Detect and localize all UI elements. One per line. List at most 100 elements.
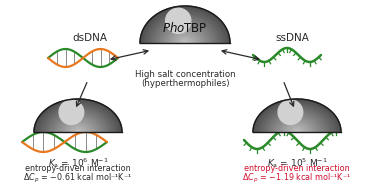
Polygon shape xyxy=(159,22,211,43)
Polygon shape xyxy=(161,24,209,43)
Polygon shape xyxy=(151,15,219,43)
Polygon shape xyxy=(184,42,186,43)
Polygon shape xyxy=(275,115,319,132)
Polygon shape xyxy=(76,130,80,132)
Polygon shape xyxy=(272,113,322,132)
Polygon shape xyxy=(167,28,203,43)
Polygon shape xyxy=(294,129,300,132)
Polygon shape xyxy=(66,123,90,132)
Polygon shape xyxy=(152,16,218,43)
Polygon shape xyxy=(268,111,326,132)
Text: entropy-driven interaction: entropy-driven interaction xyxy=(244,164,350,173)
Polygon shape xyxy=(155,18,215,43)
Polygon shape xyxy=(170,31,200,43)
Polygon shape xyxy=(34,99,122,132)
Text: dsDNA: dsDNA xyxy=(73,33,108,43)
Polygon shape xyxy=(182,40,188,43)
Polygon shape xyxy=(51,112,104,132)
Polygon shape xyxy=(293,129,302,132)
Polygon shape xyxy=(165,26,205,43)
Polygon shape xyxy=(288,125,306,132)
Polygon shape xyxy=(277,117,317,132)
Polygon shape xyxy=(146,11,224,43)
Polygon shape xyxy=(57,116,99,132)
Polygon shape xyxy=(166,27,204,43)
Text: $\Delta$$\mathit{C}$$_p$ = −0.61 kcal mol⁻¹K⁻¹: $\Delta$$\mathit{C}$$_p$ = −0.61 kcal mo… xyxy=(23,172,132,185)
Polygon shape xyxy=(67,124,89,132)
Polygon shape xyxy=(164,26,206,43)
Polygon shape xyxy=(56,115,100,132)
Polygon shape xyxy=(285,123,309,132)
Polygon shape xyxy=(162,25,208,43)
Polygon shape xyxy=(282,120,312,132)
Polygon shape xyxy=(50,111,107,132)
Polygon shape xyxy=(276,116,318,132)
Polygon shape xyxy=(292,128,303,132)
Polygon shape xyxy=(71,127,85,132)
Polygon shape xyxy=(147,12,223,43)
Polygon shape xyxy=(296,131,298,132)
Polygon shape xyxy=(69,125,87,132)
Polygon shape xyxy=(58,117,98,132)
Polygon shape xyxy=(266,109,328,132)
Polygon shape xyxy=(144,9,226,43)
Polygon shape xyxy=(263,106,331,132)
Polygon shape xyxy=(47,109,109,132)
Polygon shape xyxy=(63,120,93,132)
Polygon shape xyxy=(50,111,105,132)
Text: $\Delta$$\mathit{C}$$_p$ = −1.19 kcal mol⁻¹K⁻¹: $\Delta$$\mathit{C}$$_p$ = −1.19 kcal mo… xyxy=(242,172,352,185)
Polygon shape xyxy=(156,19,214,43)
Polygon shape xyxy=(149,13,221,43)
Polygon shape xyxy=(55,115,101,132)
Circle shape xyxy=(278,100,303,125)
Polygon shape xyxy=(274,115,320,132)
Polygon shape xyxy=(175,35,195,43)
Polygon shape xyxy=(172,32,198,43)
Polygon shape xyxy=(43,106,113,132)
Polygon shape xyxy=(148,12,222,43)
Polygon shape xyxy=(267,110,327,132)
Polygon shape xyxy=(68,125,88,132)
Polygon shape xyxy=(261,105,333,132)
Polygon shape xyxy=(157,20,213,43)
Polygon shape xyxy=(265,108,329,132)
Polygon shape xyxy=(258,102,337,132)
Polygon shape xyxy=(273,114,321,132)
Polygon shape xyxy=(284,122,310,132)
Polygon shape xyxy=(259,103,336,132)
Text: ssDNA: ssDNA xyxy=(275,33,309,43)
Polygon shape xyxy=(48,110,108,132)
Polygon shape xyxy=(74,129,83,132)
Polygon shape xyxy=(283,121,311,132)
Polygon shape xyxy=(140,6,230,43)
Polygon shape xyxy=(141,7,229,43)
Polygon shape xyxy=(46,108,110,132)
Polygon shape xyxy=(174,34,196,43)
Polygon shape xyxy=(290,127,304,132)
Polygon shape xyxy=(260,104,334,132)
Polygon shape xyxy=(280,120,313,132)
Polygon shape xyxy=(173,33,197,43)
Text: $\mathit{K}$$_\mathrm{a}$ = 10$^6$ M$^{-1}$: $\mathit{K}$$_\mathrm{a}$ = 10$^6$ M$^{-… xyxy=(48,156,108,170)
Polygon shape xyxy=(287,125,307,132)
Polygon shape xyxy=(256,101,338,132)
Text: High salt concentration: High salt concentration xyxy=(135,70,235,79)
Polygon shape xyxy=(77,131,79,132)
Polygon shape xyxy=(160,23,210,43)
Polygon shape xyxy=(176,36,194,43)
Polygon shape xyxy=(168,29,202,43)
Polygon shape xyxy=(286,124,308,132)
Polygon shape xyxy=(37,101,119,132)
Polygon shape xyxy=(169,30,201,43)
Polygon shape xyxy=(64,121,92,132)
Polygon shape xyxy=(42,105,114,132)
Polygon shape xyxy=(35,100,121,132)
Polygon shape xyxy=(255,101,339,132)
Polygon shape xyxy=(150,14,220,43)
Polygon shape xyxy=(262,106,332,132)
Polygon shape xyxy=(253,99,341,132)
Polygon shape xyxy=(145,10,225,43)
Polygon shape xyxy=(40,103,117,132)
Polygon shape xyxy=(44,106,112,132)
Polygon shape xyxy=(61,120,94,132)
